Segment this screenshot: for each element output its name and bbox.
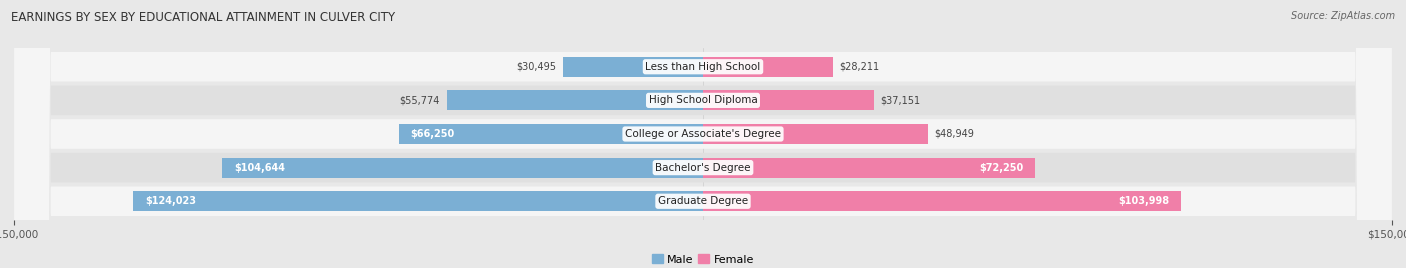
- FancyBboxPatch shape: [14, 0, 1392, 268]
- Text: $72,250: $72,250: [979, 163, 1024, 173]
- Bar: [562, 57, 703, 77]
- Bar: [703, 57, 832, 77]
- Bar: [703, 90, 873, 110]
- Text: $30,495: $30,495: [516, 62, 555, 72]
- Text: Graduate Degree: Graduate Degree: [658, 196, 748, 206]
- FancyBboxPatch shape: [14, 0, 1392, 268]
- Text: $66,250: $66,250: [411, 129, 454, 139]
- Text: EARNINGS BY SEX BY EDUCATIONAL ATTAINMENT IN CULVER CITY: EARNINGS BY SEX BY EDUCATIONAL ATTAINMEN…: [11, 11, 395, 24]
- Text: $28,211: $28,211: [839, 62, 880, 72]
- Text: $37,151: $37,151: [880, 95, 921, 105]
- Legend: Male, Female: Male, Female: [647, 250, 759, 268]
- Bar: [222, 158, 703, 178]
- Text: Bachelor's Degree: Bachelor's Degree: [655, 163, 751, 173]
- Text: $103,998: $103,998: [1118, 196, 1170, 206]
- Text: College or Associate's Degree: College or Associate's Degree: [626, 129, 780, 139]
- FancyBboxPatch shape: [14, 0, 1392, 268]
- Bar: [447, 90, 703, 110]
- Bar: [703, 191, 1181, 211]
- Text: $48,949: $48,949: [935, 129, 974, 139]
- Text: $124,023: $124,023: [145, 196, 195, 206]
- FancyBboxPatch shape: [14, 0, 1392, 268]
- FancyBboxPatch shape: [14, 0, 1392, 268]
- Text: High School Diploma: High School Diploma: [648, 95, 758, 105]
- Text: Source: ZipAtlas.com: Source: ZipAtlas.com: [1291, 11, 1395, 21]
- Bar: [703, 124, 928, 144]
- Bar: [703, 158, 1035, 178]
- Bar: [399, 124, 703, 144]
- Text: Less than High School: Less than High School: [645, 62, 761, 72]
- Text: $55,774: $55,774: [399, 95, 440, 105]
- Text: $104,644: $104,644: [233, 163, 285, 173]
- Bar: [134, 191, 703, 211]
